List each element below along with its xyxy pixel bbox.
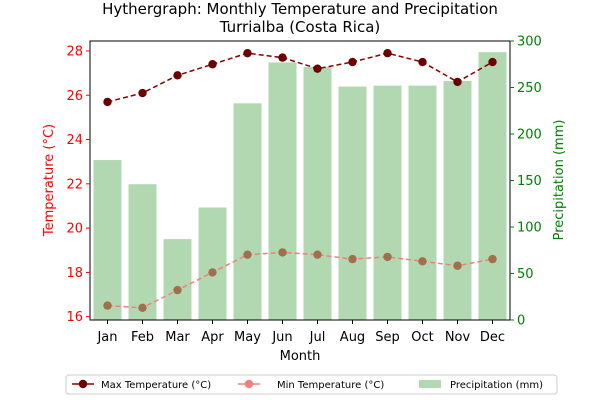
min-temperature-point-mar (173, 285, 182, 295)
right-y-tick-label-50: 50 (517, 267, 534, 282)
chart-title-line2: Turrialba (Costa Rica) (219, 18, 381, 36)
max-temperature-point-mar (173, 71, 182, 80)
x-tick-label-nov: Nov (445, 330, 471, 345)
min-temperature-point-jan (103, 301, 112, 310)
max-temperature-point-dec (488, 57, 497, 67)
x-tick-label-aug: Aug (340, 330, 365, 345)
precipitation-bar-jan (93, 160, 122, 320)
min-temperature-point-may (243, 250, 252, 259)
max-temperature-point-feb (138, 88, 147, 98)
x-tick-label-oct: Oct (411, 330, 433, 345)
left-y-tick-label-26: 26 (66, 89, 83, 104)
left-y-tick-label-22: 22 (66, 177, 83, 192)
max-temperature-point-aug (348, 57, 357, 67)
legend-max-temperature-marker (78, 379, 88, 389)
x-tick-label-mar: Mar (165, 330, 190, 345)
precipitation-bar-mar (163, 239, 192, 320)
x-tick-label-jan: Jan (96, 330, 117, 345)
precipitation-bar-sep (373, 85, 402, 320)
precipitation-bar-jul (303, 67, 332, 320)
left-y-tick-label-24: 24 (66, 133, 83, 148)
min-temperature-line (107, 251, 493, 309)
chart-title-line1: Hythergraph: Monthly Temperature and Pre… (102, 0, 498, 18)
max-temperature-point-jun (278, 53, 287, 62)
min-temperature-point-dec (488, 254, 497, 264)
max-temperature-point-may (243, 48, 252, 58)
precipitation-bar-apr (198, 207, 227, 320)
max-temperature-point-oct (418, 57, 427, 67)
x-tick-label-feb: Feb (131, 330, 154, 345)
left-y-tick-label-18: 18 (66, 266, 83, 281)
precipitation-bar-feb (128, 184, 157, 320)
right-y-tick-label-0: 0 (517, 314, 525, 329)
right-y-tick-label-150: 150 (517, 174, 542, 189)
left-y-tick-label-20: 20 (66, 222, 83, 237)
max-temperature-line (107, 52, 493, 103)
right-y-tick-label-100: 100 (517, 221, 542, 236)
max-temperature-point-nov (453, 77, 462, 87)
x-tick-label-apr: Apr (201, 330, 224, 345)
left-y-axis: 16 18 20 22 24 26 28 (66, 44, 90, 325)
precipitation-bar-nov (443, 80, 472, 321)
min-temperature-point-apr (208, 268, 217, 277)
legend-precipitation-label: Precipitation (mm) (450, 380, 543, 391)
min-temperature-point-feb (138, 303, 147, 313)
legend-max-temperature-label: Max Temperature (°C) (101, 380, 211, 391)
right-y-tick-label-250: 250 (517, 81, 542, 96)
right-y-tick-label-300: 300 (517, 35, 542, 50)
x-axis: Jan Feb Mar Apr May Jun Jul Aug Sep Oct Nov Dec (96, 320, 505, 345)
left-y-tick-label-28: 28 (66, 44, 83, 59)
right-y-axis: 0 50 100 150 200 250 300 (510, 35, 542, 329)
min-temperature-point-aug (348, 254, 357, 264)
precipitation-bar-aug (338, 86, 367, 320)
min-temperature-point-sep (383, 252, 392, 262)
max-temperature-point-sep (383, 48, 392, 58)
legend-box (65, 374, 558, 395)
min-temperature-point-oct (418, 257, 427, 266)
min-temperature-point-jul (313, 250, 322, 259)
precipitation-bars (93, 52, 507, 321)
precipitation-bar-jun (268, 62, 297, 320)
legend-min-temperature-marker (244, 379, 254, 389)
legend: Max Temperature (°C) Min Temperature (°C)… (65, 374, 558, 395)
max-temperature-point-jan (103, 97, 112, 107)
x-tick-label-may: May (234, 330, 261, 345)
legend-precipitation-swatch (419, 380, 441, 388)
temperature-lines (103, 48, 497, 313)
left-y-tick-label-16: 16 (66, 310, 83, 325)
min-temperature-point-nov (453, 261, 462, 270)
x-tick-label-sep: Sep (375, 330, 400, 345)
max-temperature-point-apr (208, 60, 217, 69)
x-tick-label-dec: Dec (480, 330, 505, 345)
x-axis-label: Month (280, 349, 321, 364)
legend-min-temperature-label: Min Temperature (°C) (277, 380, 384, 391)
left-y-axis-label: Temperature (°C) (42, 124, 57, 237)
min-temperature-point-jun (278, 248, 287, 257)
precipitation-bar-dec (478, 52, 507, 320)
right-y-axis-label: Precipitation (mm) (552, 120, 567, 241)
right-y-tick-label-200: 200 (517, 128, 542, 143)
max-temperature-point-jul (313, 64, 322, 73)
precipitation-bar-oct (408, 85, 437, 320)
precipitation-bar-may (233, 103, 262, 320)
x-tick-label-jun: Jun (271, 330, 292, 345)
x-tick-label-jul: Jul (309, 330, 326, 345)
